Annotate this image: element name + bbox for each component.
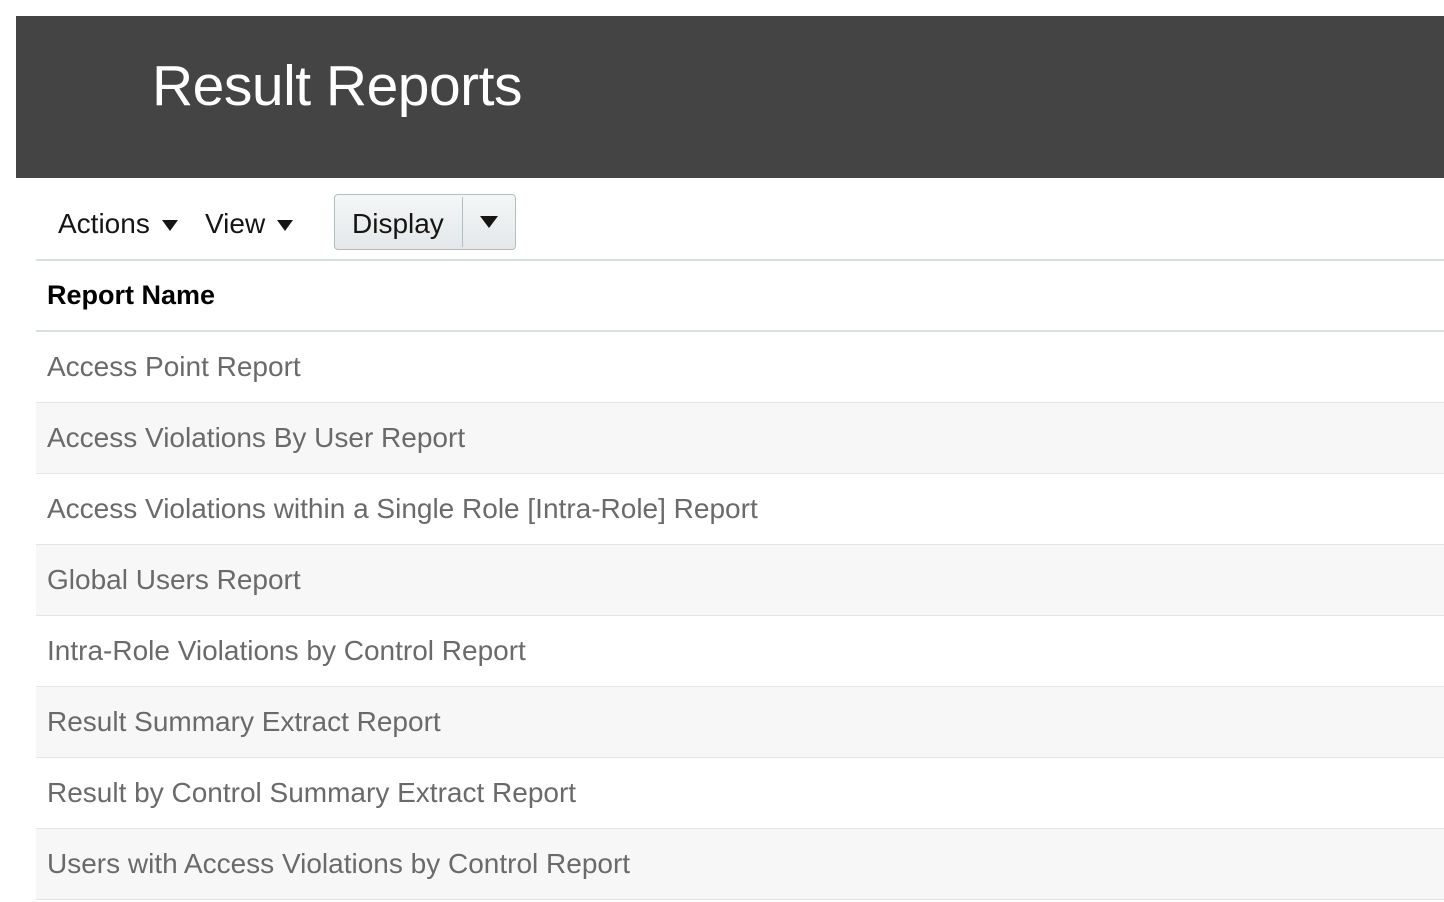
display-dropdown-toggle[interactable] bbox=[463, 195, 515, 249]
caret-down-icon bbox=[277, 220, 294, 231]
actions-menu[interactable]: Actions bbox=[58, 208, 178, 240]
table-row[interactable]: Intra-Role Violations by Control Report bbox=[36, 616, 1444, 687]
column-header-report-name[interactable]: Report Name bbox=[36, 261, 1444, 332]
table-row[interactable]: Access Point Report bbox=[36, 332, 1444, 403]
table-row[interactable]: Users with Access Violations by Control … bbox=[36, 829, 1444, 900]
display-button-label: Display bbox=[352, 208, 444, 239]
toolbar: Actions View Display bbox=[36, 194, 1444, 258]
caret-down-icon bbox=[480, 216, 498, 228]
display-button-divider bbox=[462, 197, 463, 247]
page-title: Result Reports bbox=[152, 54, 523, 118]
table-divider bbox=[36, 259, 1444, 261]
display-button[interactable]: Display bbox=[334, 194, 516, 250]
table-row[interactable]: Result by Control Summary Extract Report bbox=[36, 758, 1444, 829]
view-menu-label: View bbox=[205, 208, 266, 239]
actions-menu-label: Actions bbox=[58, 208, 150, 239]
reports-table: Report Name Access Point Report Access V… bbox=[36, 259, 1444, 900]
table-row[interactable]: Access Violations By User Report bbox=[36, 403, 1444, 474]
table-row[interactable]: Access Violations within a Single Role [… bbox=[36, 474, 1444, 545]
view-menu[interactable]: View bbox=[205, 208, 294, 240]
caret-down-icon bbox=[161, 220, 178, 231]
table-row[interactable]: Result Summary Extract Report bbox=[36, 687, 1444, 758]
table-row[interactable]: Global Users Report bbox=[36, 545, 1444, 616]
page-header: Result Reports bbox=[16, 16, 1444, 178]
